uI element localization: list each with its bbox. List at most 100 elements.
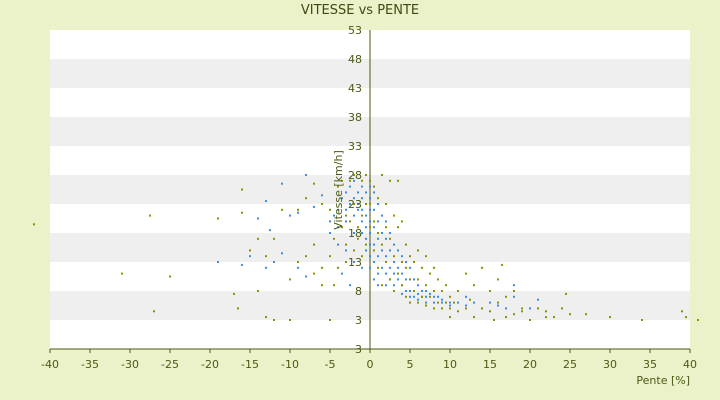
data-point-blue xyxy=(369,208,371,211)
x-tick-label: 15 xyxy=(483,358,497,371)
data-point-blue xyxy=(349,203,351,205)
x-tick-label: 40 xyxy=(683,358,697,371)
data-point-blue xyxy=(409,266,411,269)
data-point-olive xyxy=(437,301,439,304)
data-point-olive xyxy=(241,211,243,214)
data-point-blue xyxy=(241,263,243,266)
data-point-olive xyxy=(421,266,423,269)
data-point-olive xyxy=(341,226,343,229)
data-point-olive xyxy=(513,313,515,316)
data-point-blue xyxy=(349,185,351,188)
data-point-olive xyxy=(337,185,339,188)
data-point-blue xyxy=(217,261,219,263)
data-point-olive xyxy=(289,319,291,321)
data-point-blue xyxy=(369,197,371,200)
data-point-olive xyxy=(585,313,587,316)
data-point-olive xyxy=(121,272,123,275)
data-point-olive xyxy=(353,174,355,176)
data-point-olive xyxy=(497,301,499,304)
data-point-blue xyxy=(353,197,355,200)
data-point-olive xyxy=(421,295,423,298)
data-point-olive xyxy=(273,319,275,321)
data-point-olive xyxy=(385,226,387,229)
data-point-blue xyxy=(305,275,307,278)
data-point-blue xyxy=(385,220,387,223)
data-point-blue xyxy=(457,301,459,304)
data-point-olive xyxy=(313,182,315,185)
data-point-olive xyxy=(433,266,435,269)
data-point-olive xyxy=(445,284,447,287)
data-point-olive xyxy=(473,284,475,287)
data-point-olive xyxy=(273,237,275,240)
data-point-blue xyxy=(365,191,367,194)
y-tick-label: 38 xyxy=(348,111,362,124)
data-point-blue xyxy=(281,252,283,255)
data-point-olive xyxy=(397,226,399,229)
data-point-olive xyxy=(353,203,355,205)
data-point-blue xyxy=(537,298,539,301)
y-tick-label: 3 xyxy=(355,343,362,356)
data-point-blue xyxy=(381,214,383,217)
data-point-olive xyxy=(305,255,307,258)
data-point-olive xyxy=(513,290,515,292)
data-point-olive xyxy=(397,272,399,275)
data-point-blue xyxy=(357,191,359,194)
data-point-olive xyxy=(369,203,371,205)
data-point-olive xyxy=(365,203,367,205)
data-point-blue xyxy=(377,203,379,205)
data-point-blue xyxy=(305,174,307,176)
data-point-olive xyxy=(349,179,351,182)
data-point-blue xyxy=(361,220,363,223)
data-point-blue xyxy=(489,301,491,304)
data-point-olive xyxy=(497,278,499,281)
data-point-olive xyxy=(685,316,687,319)
data-point-olive xyxy=(469,298,471,301)
data-point-olive xyxy=(433,290,435,292)
data-point-blue xyxy=(373,191,375,194)
data-point-blue xyxy=(337,243,339,246)
data-point-blue xyxy=(329,220,331,223)
data-point-olive xyxy=(389,278,391,281)
data-point-blue xyxy=(413,278,415,281)
data-point-olive xyxy=(345,261,347,263)
data-point-olive xyxy=(449,307,451,310)
data-point-blue xyxy=(345,191,347,194)
data-point-olive xyxy=(233,292,235,295)
data-point-olive xyxy=(409,278,411,281)
data-point-blue xyxy=(409,290,411,292)
data-point-olive xyxy=(405,295,407,298)
data-point-blue xyxy=(321,194,323,197)
data-point-olive xyxy=(429,295,431,298)
data-point-blue xyxy=(345,220,347,223)
data-point-olive xyxy=(681,310,683,313)
data-point-blue xyxy=(401,272,403,275)
data-point-olive xyxy=(545,316,547,319)
data-point-blue xyxy=(369,255,371,258)
data-point-blue xyxy=(369,185,371,188)
x-tick-label: 25 xyxy=(563,358,577,371)
data-point-olive xyxy=(377,232,379,234)
data-point-olive xyxy=(521,307,523,310)
data-point-olive xyxy=(377,266,379,269)
data-point-olive xyxy=(353,249,355,252)
data-point-olive xyxy=(361,179,363,182)
data-point-olive xyxy=(153,310,155,313)
data-point-olive xyxy=(385,261,387,263)
data-point-olive xyxy=(393,255,395,258)
data-point-blue xyxy=(361,185,363,188)
data-point-blue xyxy=(441,301,443,304)
data-point-olive xyxy=(449,316,451,319)
data-point-olive xyxy=(321,266,323,269)
x-tick-label: -20 xyxy=(201,358,219,371)
x-tick-label: 10 xyxy=(443,358,457,371)
x-tick-label: 5 xyxy=(407,358,414,371)
data-point-blue xyxy=(473,301,475,304)
x-tick-labels: -40 -35 -30 -25 -20 -15 -10 -5 0 5 10 15 20 25 30 35 40 xyxy=(41,349,697,371)
data-point-olive xyxy=(357,226,359,229)
data-point-olive xyxy=(417,301,419,304)
data-point-blue xyxy=(337,226,339,229)
data-point-blue xyxy=(385,284,387,287)
data-point-blue xyxy=(413,295,415,298)
data-point-olive xyxy=(313,243,315,246)
